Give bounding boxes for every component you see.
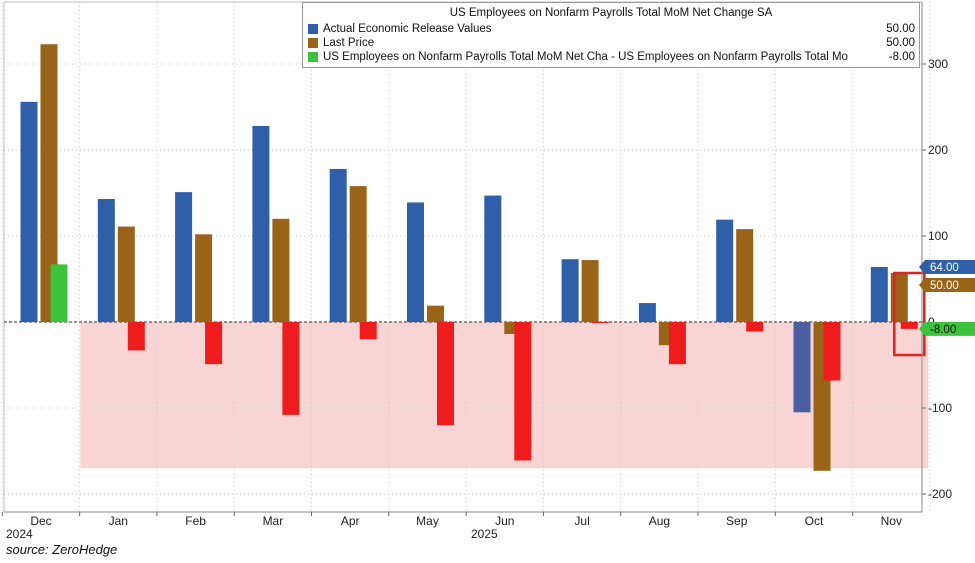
bar-difference [900, 322, 918, 329]
x-tick-label: Jan [109, 514, 128, 528]
legend-entry-last-price: Last Price 50.00 [303, 36, 919, 50]
value-tag-label: 50.00 [930, 280, 959, 292]
bar-difference [127, 322, 145, 351]
bar-actual [20, 101, 38, 322]
bar-last-price [427, 305, 444, 322]
y-tick-label: -100 [928, 401, 952, 415]
bar-actual [407, 202, 424, 322]
bar-actual [561, 259, 579, 322]
x-tick-label: Sep [726, 514, 748, 528]
bar-actual [175, 192, 193, 322]
value-tag [925, 278, 975, 292]
value-tag [925, 259, 975, 274]
x-tick-label: Jun [495, 514, 514, 528]
legend-value-difference: -8.00 [888, 51, 915, 63]
y-tick-label: -200 [928, 487, 952, 501]
legend-value-last-price: 50.00 [886, 37, 915, 49]
legend-swatch-actual [308, 24, 318, 34]
legend-value-actual: 50.00 [886, 23, 915, 35]
x-tick-label: Feb [185, 514, 206, 528]
bar-difference [823, 322, 841, 381]
value-tag-pointer [919, 259, 925, 274]
bar-actual [484, 195, 502, 322]
bar-last-price [40, 44, 58, 322]
bar-difference [282, 322, 300, 415]
bar-actual [97, 199, 115, 322]
bar-last-price [117, 226, 135, 322]
highlight-box [893, 271, 926, 357]
value-tag-pointer [919, 321, 925, 336]
bar-difference [437, 322, 454, 426]
legend-swatch-last-price [308, 38, 318, 48]
source-note: source: ZeroHedge [6, 542, 118, 557]
x-tick-label: Mar [263, 514, 284, 528]
y-tick-label: 100 [928, 229, 948, 243]
bar-difference [591, 322, 609, 323]
bar-difference [205, 322, 223, 365]
year-label-2025: 2025 [471, 527, 498, 541]
legend-entry-difference: US Employees on Nonfarm Payrolls Total M… [303, 50, 919, 64]
bar-difference [746, 322, 764, 332]
bar-difference [50, 264, 68, 322]
bar-last-price [581, 260, 599, 322]
bar-actual [252, 125, 270, 322]
y-tick-label: 200 [928, 143, 948, 157]
bar-last-price [349, 186, 367, 322]
bar-actual [793, 322, 811, 413]
chart-title: US Employees on Nonfarm Payrolls Total M… [449, 7, 773, 19]
bar-difference [359, 322, 377, 340]
x-tick-label: May [416, 514, 439, 528]
legend-swatch-difference [308, 52, 318, 62]
bar-actual [329, 168, 347, 322]
bar-actual [638, 303, 656, 322]
value-tag-label: -8.00 [930, 324, 956, 336]
x-tick-label: Aug [649, 514, 670, 528]
value-tag [925, 321, 975, 336]
legend-label-last-price: Last Price [323, 37, 375, 49]
year-label-2024: 2024 [6, 527, 33, 541]
legend-label-difference: US Employees on Nonfarm Payrolls Total M… [323, 51, 848, 63]
y-tick-label: 300 [928, 57, 948, 71]
bar-actual [716, 219, 734, 322]
bar-last-price [272, 218, 290, 322]
chart-legend: US Employees on Nonfarm Payrolls Total M… [302, 2, 920, 68]
x-tick-label: Oct [805, 514, 824, 528]
x-tick-label: Jul [574, 514, 589, 528]
legend-entry-actual: Actual Economic Release Values 50.00 [303, 22, 919, 36]
value-tag-label: 64.00 [930, 262, 959, 274]
legend-label-actual: Actual Economic Release Values [323, 23, 492, 35]
bar-difference [668, 322, 686, 365]
x-tick-label: Apr [341, 514, 360, 528]
value-tag-pointer [919, 278, 925, 292]
bar-last-price [736, 229, 754, 322]
x-tick-label: Nov [881, 514, 902, 528]
x-tick-label: Dec [30, 514, 51, 528]
bar-last-price [195, 234, 213, 322]
bar-actual [870, 266, 888, 322]
bar-difference [514, 322, 532, 461]
